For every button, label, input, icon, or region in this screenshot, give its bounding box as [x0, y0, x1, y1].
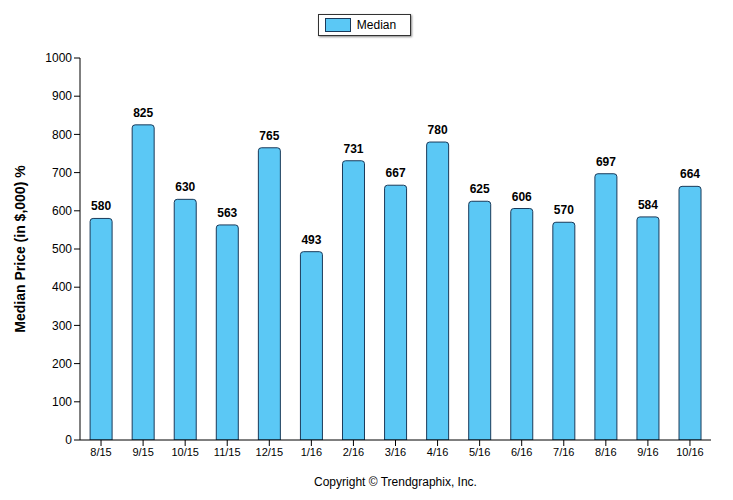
svg-text:825: 825: [133, 106, 153, 120]
svg-text:1000: 1000: [45, 51, 72, 65]
svg-text:584: 584: [638, 198, 658, 212]
svg-text:9/15: 9/15: [132, 446, 153, 458]
svg-text:606: 606: [512, 190, 532, 204]
svg-text:780: 780: [428, 123, 448, 137]
svg-text:667: 667: [386, 166, 406, 180]
svg-text:570: 570: [554, 203, 574, 217]
svg-text:8/16: 8/16: [595, 446, 616, 458]
html-text:Median: Median: [356, 18, 397, 32]
svg-text:400: 400: [52, 280, 72, 294]
svg-text:625: 625: [470, 182, 490, 196]
svg-text:664: 664: [680, 167, 700, 181]
svg-text:800: 800: [52, 128, 72, 142]
svg-text:10/15: 10/15: [171, 446, 199, 458]
svg-text:630: 630: [175, 180, 195, 194]
svg-text:Median Price (in $,000) %: Median Price (in $,000) %: [12, 165, 28, 333]
svg-text:10/16: 10/16: [676, 446, 704, 458]
svg-text:563: 563: [217, 206, 237, 220]
svg-text:2/16: 2/16: [343, 446, 364, 458]
svg-text:11/15: 11/15: [214, 446, 241, 458]
svg-text:6/16: 6/16: [511, 446, 532, 458]
svg-text:697: 697: [596, 155, 616, 169]
svg-text:0: 0: [65, 433, 72, 447]
svg-text:7/16: 7/16: [553, 446, 574, 458]
svg-text:Copyright © Trendgraphix, Inc.: Copyright © Trendgraphix, Inc.: [314, 475, 477, 489]
svg-text:500: 500: [52, 242, 72, 256]
svg-text:1/16: 1/16: [301, 446, 322, 458]
svg-text:8/15: 8/15: [90, 446, 111, 458]
svg-text:3/16: 3/16: [385, 446, 406, 458]
svg-text:200: 200: [52, 357, 72, 371]
svg-text:4/16: 4/16: [427, 446, 448, 458]
svg-text:580: 580: [91, 199, 111, 213]
svg-text:493: 493: [301, 233, 321, 247]
svg-text:300: 300: [52, 319, 72, 333]
svg-text:600: 600: [52, 204, 72, 218]
svg-text:731: 731: [343, 142, 363, 156]
svg-text:900: 900: [52, 89, 72, 103]
svg-text:100: 100: [52, 395, 72, 409]
svg-text:12/15: 12/15: [256, 446, 284, 458]
svg-text:765: 765: [259, 129, 279, 143]
svg-text:5/16: 5/16: [469, 446, 490, 458]
svg-text:700: 700: [52, 166, 72, 180]
svg-text:9/16: 9/16: [637, 446, 658, 458]
